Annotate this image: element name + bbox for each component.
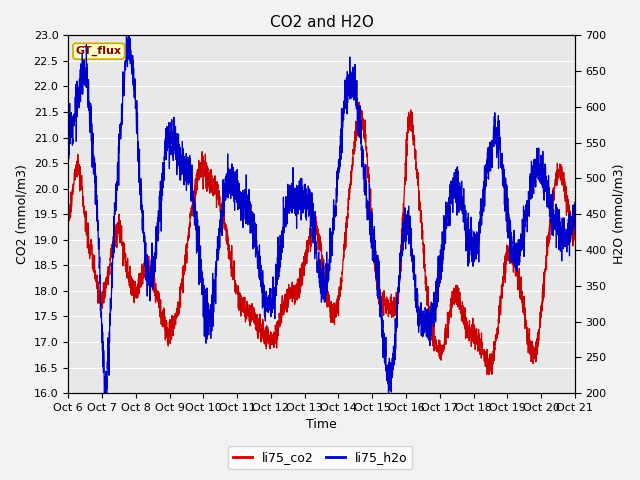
Y-axis label: H2O (mmol/m3): H2O (mmol/m3) xyxy=(612,164,625,264)
Text: GT_flux: GT_flux xyxy=(76,46,122,56)
Title: CO2 and H2O: CO2 and H2O xyxy=(269,15,374,30)
Legend: li75_co2, li75_h2o: li75_co2, li75_h2o xyxy=(228,446,412,469)
Y-axis label: CO2 (mmol/m3): CO2 (mmol/m3) xyxy=(15,164,28,264)
X-axis label: Time: Time xyxy=(306,419,337,432)
